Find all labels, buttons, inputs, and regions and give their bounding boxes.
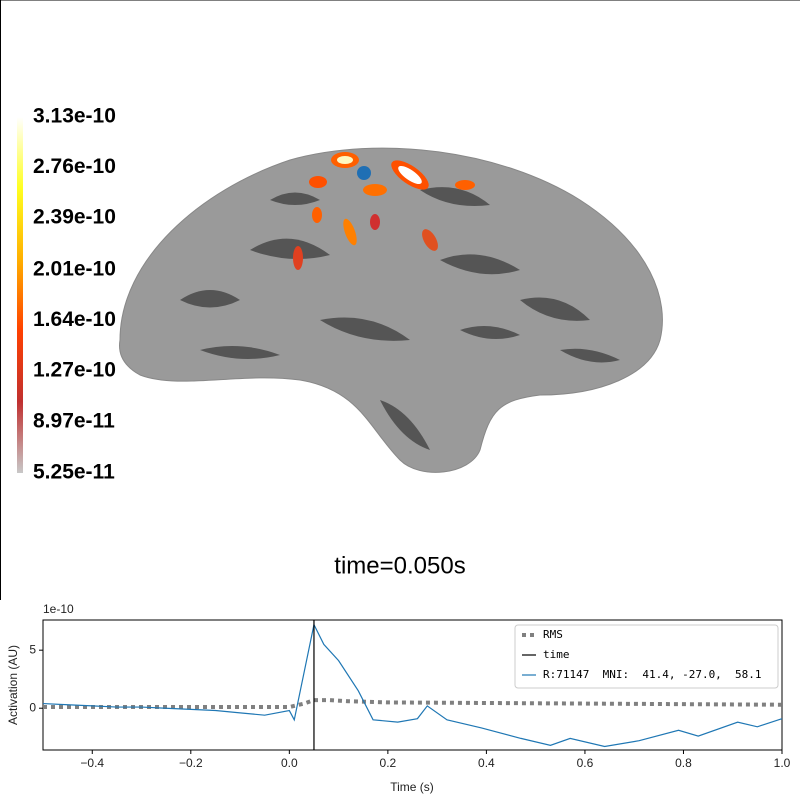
x-axis-label: Time (s) (390, 780, 434, 794)
x-tick-label: 0.0 (281, 756, 298, 770)
colorbar-tick-label: 2.76e-10 (33, 155, 116, 178)
activation-blobs (293, 152, 475, 270)
time-label: time=0.050s (334, 552, 465, 579)
x-tick-label: 0.8 (675, 756, 692, 770)
y-tick-label: 0 (29, 700, 36, 714)
legend-label: time (543, 648, 570, 661)
colorbar (17, 117, 23, 473)
x-tick-label: 0.4 (478, 756, 495, 770)
y-axis-label: Activation (AU) (6, 645, 20, 725)
x-tick-label: 1.0 (774, 756, 791, 770)
colorbar-tick-label: 8.97e-11 (33, 410, 115, 433)
colorbar-tick-label: 2.39e-10 (33, 206, 116, 229)
y-tick-label: 5 (29, 642, 36, 656)
x-tick-label: 0.6 (577, 756, 594, 770)
colorbar-tick-label: 1.64e-10 (33, 308, 116, 331)
brain-sulci (180, 187, 620, 450)
plot-frame (42, 619, 783, 751)
x-tick-label: −0.2 (179, 756, 203, 770)
legend-box (514, 624, 779, 689)
colorbar-tick-label: 3.13e-10 (33, 105, 116, 128)
x-tick-label: −0.4 (80, 756, 104, 770)
colorbar-tick-label: 1.27e-10 (33, 359, 116, 382)
legend-label: RMS (543, 628, 563, 641)
y-offset-label: 1e-10 (43, 602, 74, 616)
brain-surface (119, 147, 663, 473)
colorbar-tick-label: 2.01e-10 (33, 258, 116, 281)
x-tick-label: 0.2 (380, 756, 397, 770)
brain-render (119, 147, 663, 473)
legend-label: R:71147 MNI: 41.4, -27.0, 58.1 (543, 668, 762, 681)
colorbar-tick-label: 5.25e-11 (33, 461, 115, 484)
series-line (42, 622, 783, 748)
